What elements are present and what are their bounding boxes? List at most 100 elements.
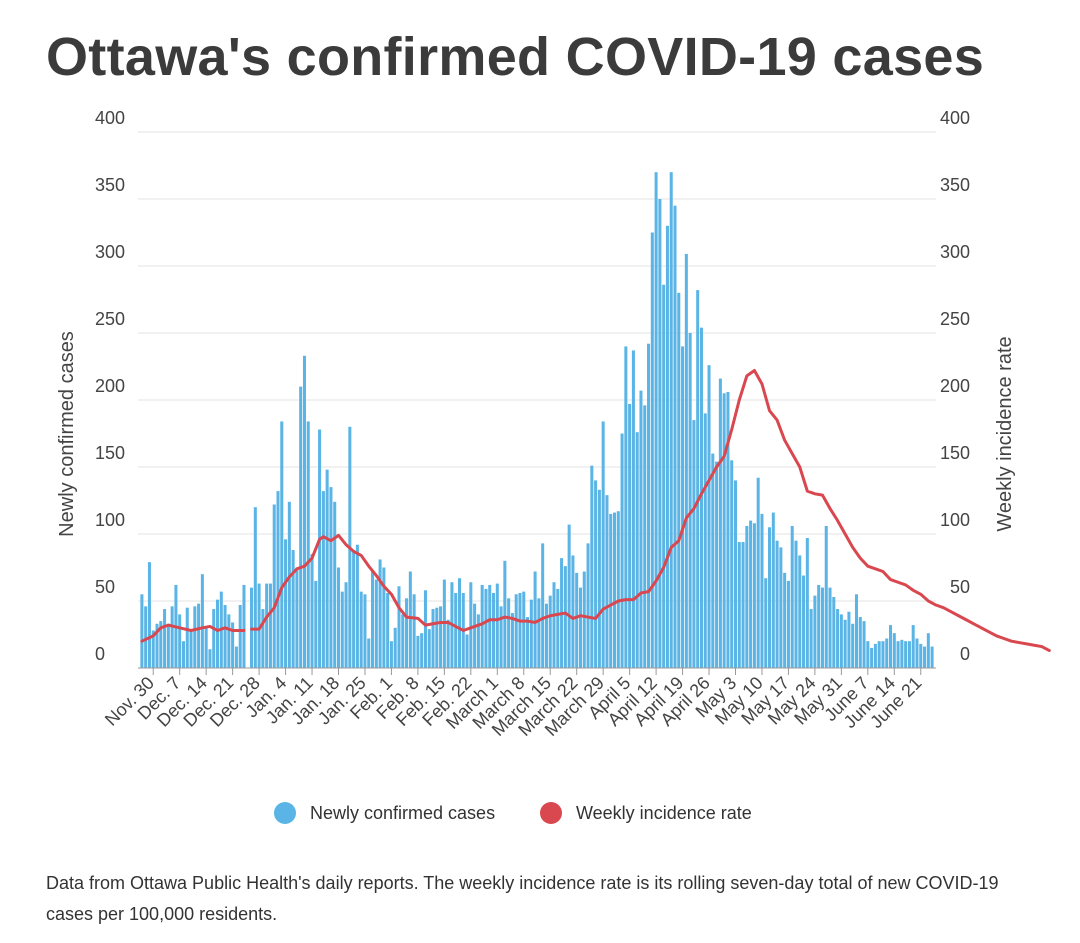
bar bbox=[401, 614, 405, 668]
bar bbox=[333, 501, 337, 668]
bar bbox=[699, 327, 703, 668]
bar bbox=[476, 614, 480, 668]
bar bbox=[193, 606, 197, 668]
bar bbox=[771, 512, 775, 668]
bar bbox=[261, 609, 265, 668]
bar bbox=[408, 571, 412, 668]
bar bbox=[495, 583, 499, 668]
left-y-tick-label: 300 bbox=[95, 242, 125, 262]
bar bbox=[280, 421, 284, 668]
bar bbox=[510, 613, 514, 668]
right-y-tick-label: 50 bbox=[950, 577, 970, 597]
bar bbox=[556, 588, 560, 668]
bar bbox=[737, 542, 741, 668]
bar bbox=[733, 480, 738, 668]
left-y-tick-label: 100 bbox=[95, 510, 125, 530]
bar bbox=[798, 555, 802, 668]
left-y-axis: 0 50 100 150 200 250 300 350 400 bbox=[95, 108, 125, 664]
right-y-tick-label: 350 bbox=[940, 175, 970, 195]
bar bbox=[397, 586, 401, 668]
bar bbox=[749, 520, 753, 668]
bar bbox=[189, 629, 193, 668]
right-y-tick-label: 250 bbox=[940, 309, 970, 329]
bar bbox=[730, 460, 734, 668]
bar bbox=[488, 584, 492, 668]
bar bbox=[318, 429, 322, 668]
bar bbox=[355, 544, 359, 668]
bar bbox=[314, 580, 318, 668]
bar bbox=[696, 290, 700, 668]
bar bbox=[197, 603, 201, 668]
bar bbox=[900, 639, 904, 668]
left-y-tick-label: 50 bbox=[95, 577, 115, 597]
bar bbox=[760, 513, 764, 668]
bar bbox=[299, 386, 303, 668]
bar bbox=[768, 527, 772, 668]
right-y-tick-label: 400 bbox=[940, 108, 970, 128]
bar bbox=[287, 501, 291, 668]
bar bbox=[783, 572, 787, 668]
bar bbox=[200, 574, 204, 668]
bar bbox=[904, 641, 908, 668]
left-y-tick-label: 250 bbox=[95, 309, 125, 329]
bar bbox=[329, 487, 333, 668]
bar bbox=[854, 594, 858, 668]
left-y-tick-label: 400 bbox=[95, 108, 125, 128]
bar bbox=[484, 588, 488, 668]
bar bbox=[306, 421, 310, 668]
chart-title: Ottawa's confirmed COVID-19 cases bbox=[46, 27, 985, 87]
legend-item-incidence[interactable]: Weekly incidence rate bbox=[540, 798, 752, 828]
bar bbox=[586, 543, 590, 668]
bar bbox=[204, 627, 208, 668]
bar bbox=[684, 253, 688, 668]
bar bbox=[775, 540, 779, 668]
bar bbox=[692, 420, 696, 668]
bar-series-newly-confirmed-cases bbox=[140, 172, 934, 669]
bar bbox=[567, 524, 571, 668]
bar bbox=[779, 547, 783, 668]
left-y-tick-label: 200 bbox=[95, 376, 125, 396]
bar bbox=[862, 621, 866, 668]
bar bbox=[631, 350, 635, 668]
bar bbox=[166, 623, 170, 668]
bar bbox=[828, 587, 832, 668]
bar bbox=[420, 633, 424, 668]
right-y-tick-label: 100 bbox=[940, 510, 970, 530]
bar bbox=[601, 421, 605, 668]
bar bbox=[473, 603, 477, 668]
bar bbox=[405, 598, 409, 668]
bar bbox=[151, 630, 155, 668]
right-y-tick-label: 200 bbox=[940, 376, 970, 396]
bar bbox=[877, 641, 881, 668]
bar bbox=[745, 525, 749, 668]
bar bbox=[889, 625, 893, 668]
bar bbox=[609, 513, 613, 668]
legend-item-cases[interactable]: Newly confirmed cases bbox=[274, 798, 495, 828]
bar bbox=[911, 625, 915, 668]
bar bbox=[238, 605, 242, 668]
bar bbox=[673, 205, 677, 668]
bar bbox=[578, 587, 582, 668]
bar bbox=[930, 646, 934, 668]
bar bbox=[302, 355, 306, 668]
bar bbox=[412, 594, 416, 668]
bar bbox=[208, 649, 212, 668]
left-y-axis-label: Newly confirmed cases bbox=[56, 331, 78, 537]
right-y-axis-label: Weekly incidence rate bbox=[994, 336, 1016, 531]
bar bbox=[272, 504, 276, 668]
bar bbox=[514, 594, 518, 668]
right-y-tick-label: 300 bbox=[940, 242, 970, 262]
bar bbox=[227, 614, 231, 668]
bar bbox=[870, 647, 874, 668]
bar bbox=[590, 465, 594, 668]
bar bbox=[571, 555, 575, 668]
bar bbox=[533, 571, 537, 668]
bar bbox=[836, 609, 840, 668]
bar bbox=[295, 567, 299, 668]
bar bbox=[276, 491, 280, 668]
bar bbox=[858, 617, 862, 668]
bar bbox=[389, 641, 393, 668]
bar bbox=[907, 641, 911, 668]
bar bbox=[541, 543, 545, 668]
bar bbox=[140, 594, 144, 668]
